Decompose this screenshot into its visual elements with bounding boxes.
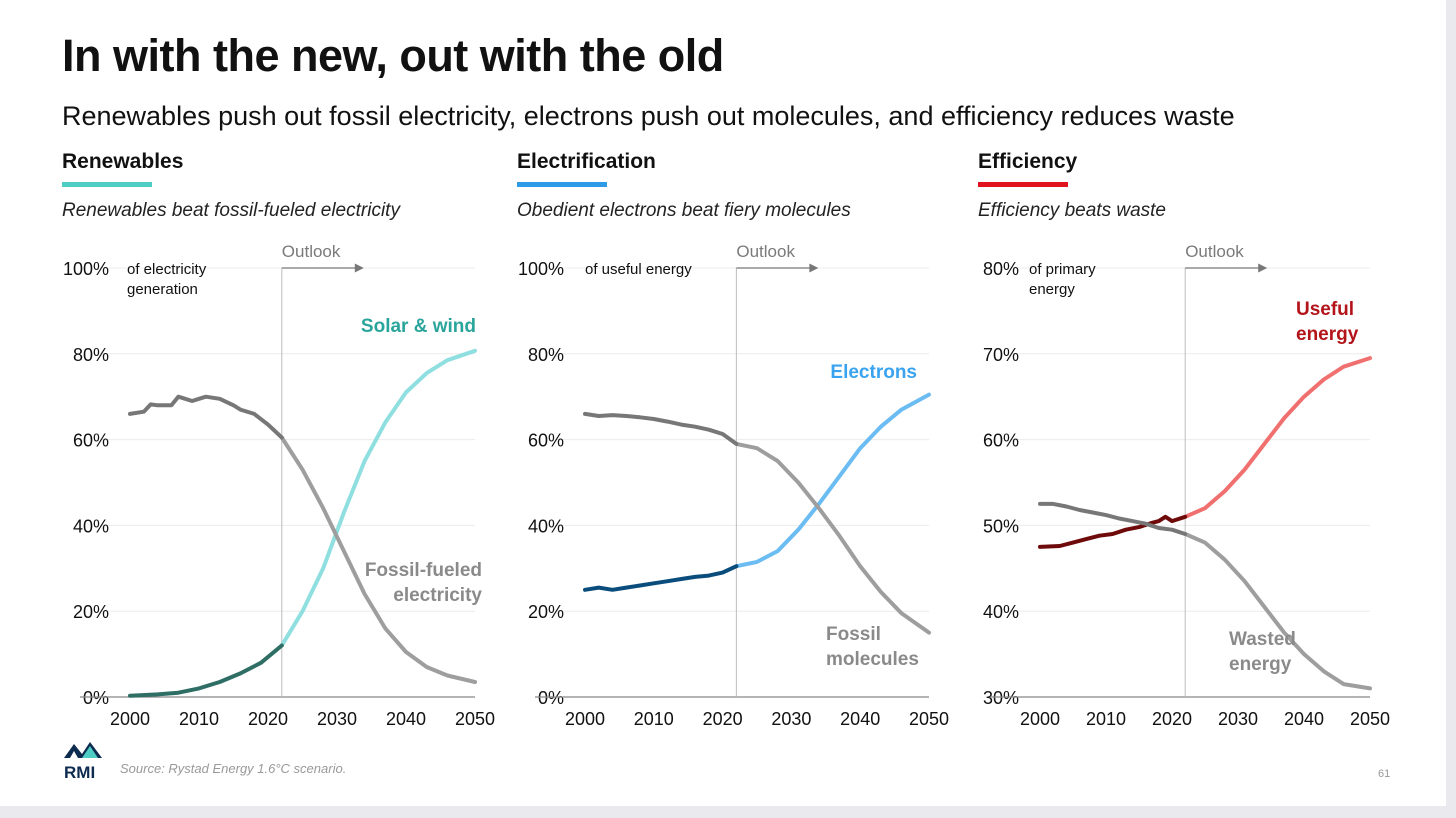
section-accent-bar-electrification <box>517 182 607 187</box>
series-line-historical <box>583 411 739 446</box>
logo-text: RMI <box>64 763 95 780</box>
x-tick-label: 2050 <box>909 709 949 729</box>
outlook-label: Outlook <box>282 242 341 261</box>
y-tick-label: 80% <box>528 345 564 365</box>
x-tick-label: 2010 <box>1086 709 1126 729</box>
outlook-arrow-head-icon <box>809 263 819 273</box>
y-tick-label: 80% <box>73 345 109 365</box>
y-tick-label: 20% <box>528 602 564 622</box>
series-line-historical <box>128 394 284 440</box>
y-tick-label: 80% <box>983 259 1019 279</box>
section-accent-bar-efficiency <box>978 182 1068 187</box>
series-label: Wasted <box>1229 629 1296 650</box>
x-tick-label: 2020 <box>248 709 288 729</box>
series-line-outlook <box>279 435 477 684</box>
y-tick-label: 0% <box>538 688 564 708</box>
chart-1: 0% 20% 40% 60% 80% 100% 2000 2010 2020 2030 2040 20… <box>63 242 495 729</box>
x-tick-label: 2030 <box>771 709 811 729</box>
section-subheading-renewables: Renewables beat fossil-fueled electricit… <box>62 200 400 221</box>
section-heading-renewables: Renewables <box>62 150 184 173</box>
y-tick-label: 100% <box>63 259 109 279</box>
x-tick-label: 2040 <box>1284 709 1324 729</box>
y-axis-label: generation <box>127 281 198 298</box>
series-label: Fossil <box>826 624 881 645</box>
x-tick-label: 2000 <box>1020 709 1060 729</box>
series-line-historical <box>1038 514 1188 549</box>
y-tick-label: 60% <box>528 431 564 451</box>
x-tick-label: 2000 <box>565 709 605 729</box>
y-tick-label: 40% <box>983 602 1019 622</box>
y-axis-label: of useful energy <box>585 261 692 278</box>
series-label: Solar & wind <box>361 316 476 337</box>
y-axis-label: energy <box>1029 281 1075 298</box>
series-label: electricity <box>393 585 482 606</box>
outlook-label: Outlook <box>736 242 795 261</box>
y-tick-label: 40% <box>73 516 109 536</box>
x-tick-label: 2050 <box>1350 709 1390 729</box>
y-tick-label: 0% <box>83 688 109 708</box>
charts-canvas: 0% 20% 40% 60% 80% 100% 2000 2010 2020 2030 2040 20… <box>63 242 1390 729</box>
series-label: Fossil-fueled <box>365 560 482 581</box>
slide-subtitle: Renewables push out fossil electricity, … <box>62 101 1235 131</box>
source-note: Source: Rystad Energy 1.6°C scenario. <box>120 761 347 776</box>
x-tick-label: 2040 <box>840 709 880 729</box>
series-line-historical <box>1038 501 1188 536</box>
section-heading-electrification: Electrification <box>517 150 656 173</box>
x-tick-label: 2030 <box>317 709 357 729</box>
slide: In with the new, out with the old Renewa… <box>0 0 1446 806</box>
x-tick-label: 2020 <box>1152 709 1192 729</box>
x-tick-label: 2010 <box>179 709 219 729</box>
section-subheading-electrification: Obedient electrons beat fiery molecules <box>517 200 851 221</box>
series-label: energy <box>1296 324 1359 345</box>
series-label: molecules <box>826 649 919 670</box>
x-tick-label: 2040 <box>386 709 426 729</box>
y-tick-label: 30% <box>983 688 1019 708</box>
y-tick-label: 70% <box>983 345 1019 365</box>
section-accent-bar-renewables <box>62 182 152 187</box>
y-tick-label: 40% <box>528 516 564 536</box>
series-line-historical <box>128 643 284 698</box>
series-line-outlook <box>279 348 477 648</box>
y-tick-label: 60% <box>983 431 1019 451</box>
slide-title: In with the new, out with the old <box>62 30 724 81</box>
section-subheading-efficiency: Efficiency beats waste <box>978 200 1166 221</box>
series-line-outlook <box>1183 356 1372 519</box>
y-axis-label: of electricity <box>127 261 207 278</box>
x-tick-label: 2050 <box>455 709 495 729</box>
y-tick-label: 50% <box>983 516 1019 536</box>
chart-2: 0% 20% 40% 60% 80% 100% 2000 2010 2020 2030 2040 20… <box>518 242 949 729</box>
y-tick-label: 60% <box>73 431 109 451</box>
series-line-outlook <box>734 441 931 635</box>
y-tick-label: 100% <box>518 259 564 279</box>
x-tick-label: 2010 <box>634 709 674 729</box>
series-label: Useful <box>1296 299 1354 320</box>
series-line-outlook <box>734 392 931 569</box>
x-tick-label: 2000 <box>110 709 150 729</box>
section-heading-efficiency: Efficiency <box>978 150 1078 173</box>
x-tick-label: 2020 <box>703 709 743 729</box>
series-line-historical <box>583 564 739 592</box>
outlook-label: Outlook <box>1185 242 1244 261</box>
chart-3: 30% 40% 50% 60% 70% 80% 2000 2010 2020 2030 2040 20… <box>983 242 1390 729</box>
y-tick-label: 20% <box>73 602 109 622</box>
series-line-outlook <box>1183 532 1372 691</box>
outlook-arrow-head-icon <box>354 263 364 273</box>
page-number: 61 <box>1378 768 1391 780</box>
y-axis-label: of primary <box>1029 261 1096 278</box>
rmi-logo-icon: RMI <box>64 742 102 780</box>
outlook-arrow-head-icon <box>1258 263 1268 273</box>
series-label: energy <box>1229 654 1292 675</box>
x-tick-label: 2030 <box>1218 709 1258 729</box>
series-label: Electrons <box>830 362 917 383</box>
